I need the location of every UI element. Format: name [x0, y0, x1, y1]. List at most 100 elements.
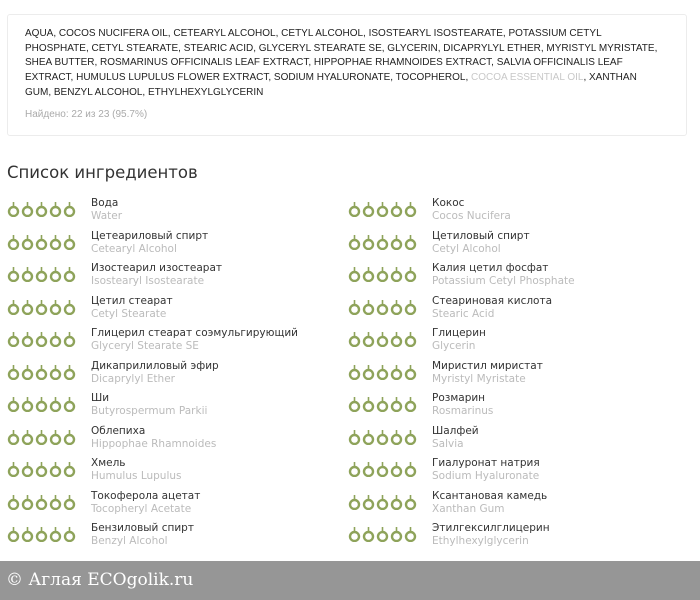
safety-drop-icon — [348, 364, 361, 384]
ingredient-name[interactable]: Глицерил стеарат соэмульгирующий — [91, 327, 299, 339]
safety-drop-icon — [49, 266, 62, 286]
safety-rating — [348, 364, 417, 384]
ingredient-name[interactable]: Цетил стеарат — [91, 294, 173, 307]
ingredient-latin: Benzyl Alcohol — [91, 535, 168, 547]
ingredient-row[interactable]: Гиалуронат натрия Sodium Hyaluronate — [348, 457, 688, 493]
safety-drop-icon — [348, 266, 361, 286]
ingredient-name[interactable]: Вода — [91, 197, 119, 209]
safety-drop-icon — [404, 266, 417, 286]
safety-drop-icon — [362, 396, 375, 416]
ingredient-name[interactable]: Цетеариловый спирт — [91, 229, 209, 242]
ingredient-row[interactable]: Цетиловый спирт Cetyl Alcohol — [348, 230, 688, 266]
safety-drop-icon — [63, 234, 76, 254]
ingredient-row[interactable]: Цетил стеарат Cetyl Stearate — [7, 295, 347, 331]
ingredient-row[interactable]: Кокос Cocos Nucifera — [348, 197, 688, 233]
safety-drop-icon — [63, 331, 76, 351]
ingredient-row[interactable]: Калия цетил фосфат Potassium Cetyl Phosp… — [348, 262, 688, 298]
ingredient-row[interactable]: Вода Water — [7, 197, 347, 233]
ingredient-latin: Glyceryl Stearate SE — [91, 340, 199, 352]
safety-rating — [7, 201, 76, 221]
safety-drop-icon — [348, 331, 361, 351]
composition-box: AQUA, COCOS NUCIFERA OIL, CETEARYL ALCOH… — [7, 14, 687, 136]
ingredient-row[interactable]: Облепиха Hippophae Rhamnoides — [7, 425, 347, 461]
ingredient-row[interactable]: Шалфей Salvia — [348, 425, 688, 461]
section-title: Список ингредиентов — [7, 163, 198, 182]
safety-drop-icon — [362, 526, 375, 546]
inci-missing-part: COCOA ESSENTIAL OIL — [471, 72, 584, 84]
ingredient-latin: Cetyl Alcohol — [432, 242, 501, 255]
ingredient-latin: Hippophae Rhamnoides — [91, 437, 217, 450]
ingredient-name[interactable]: Миристил миристат — [432, 359, 543, 372]
ingredient-name[interactable]: Изостеарил изостеарат — [91, 262, 223, 274]
safety-drop-icon — [49, 494, 62, 514]
ingredient-row[interactable]: Стеариновая кислота Stearic Acid — [348, 295, 688, 331]
safety-drop-icon — [7, 494, 20, 514]
safety-drop-icon — [362, 364, 375, 384]
safety-drop-icon — [35, 526, 48, 546]
ingredient-row[interactable]: Дикаприлиловый эфир Dicaprylyl Ether — [7, 360, 347, 396]
safety-drop-icon — [404, 331, 417, 351]
ingredient-name[interactable]: Кокос — [432, 197, 465, 209]
ingredient-name[interactable]: Этилгексилглицерин — [432, 522, 550, 534]
safety-drop-icon — [63, 396, 76, 416]
ingredient-latin: Glycerin — [432, 340, 476, 352]
ingredient-name[interactable]: Глицерин — [432, 327, 486, 339]
ingredient-name[interactable]: Хмель — [91, 457, 126, 469]
ingredient-name[interactable]: Дикаприлиловый эфир — [91, 359, 219, 372]
ingredient-name[interactable]: Ши — [91, 392, 110, 404]
safety-drop-icon — [390, 526, 403, 546]
ingredient-row[interactable]: Токоферола ацетат Tocopheryl Acetate — [7, 490, 347, 526]
safety-drop-icon — [362, 299, 375, 319]
safety-drop-icon — [376, 494, 389, 514]
ingredient-latin: Cetearyl Alcohol — [91, 242, 177, 255]
ingredient-row[interactable]: Розмарин Rosmarinus — [348, 392, 688, 428]
safety-drop-icon — [35, 266, 48, 286]
safety-drop-icon — [21, 201, 34, 221]
ingredient-name[interactable]: Облепиха — [91, 424, 146, 437]
safety-rating — [7, 526, 76, 546]
ingredient-latin: Humulus Lupulus — [91, 470, 182, 482]
ingredient-latin: Potassium Cetyl Phosphate — [432, 275, 575, 287]
ingredient-row[interactable]: Глицерин Glycerin — [348, 327, 688, 363]
ingredient-name[interactable]: Ксантановая камедь — [432, 489, 548, 502]
ingredient-row[interactable]: Ши Butyrospermum Parkii — [7, 392, 347, 428]
safety-drop-icon — [348, 396, 361, 416]
safety-rating — [7, 331, 76, 351]
safety-drop-icon — [49, 526, 62, 546]
safety-drop-icon — [376, 461, 389, 481]
safety-drop-icon — [362, 494, 375, 514]
safety-rating — [348, 299, 417, 319]
ingredient-name[interactable]: Токоферола ацетат — [91, 489, 201, 502]
ingredient-row[interactable]: Глицерил стеарат соэмульгирующий Glycery… — [7, 327, 347, 363]
safety-drop-icon — [49, 234, 62, 254]
safety-drop-icon — [390, 429, 403, 449]
ingredient-row[interactable]: Изостеарил изостеарат Isostearyl Isostea… — [7, 262, 347, 298]
safety-drop-icon — [63, 461, 76, 481]
safety-drop-icon — [390, 201, 403, 221]
ingredient-name[interactable]: Цетиловый спирт — [432, 229, 530, 242]
ingredient-name[interactable]: Розмарин — [432, 392, 486, 404]
ingredient-row[interactable]: Ксантановая камедь Xanthan Gum — [348, 490, 688, 526]
ingredient-latin: Myristyl Myristate — [432, 372, 526, 385]
safety-drop-icon — [362, 429, 375, 449]
ingredient-name[interactable]: Гиалуронат натрия — [432, 457, 540, 469]
ingredient-row[interactable]: Бензиловый спирт Benzyl Alcohol — [7, 522, 347, 558]
safety-drop-icon — [63, 299, 76, 319]
ingredient-row[interactable]: Этилгексилглицерин Ethylhexylglycerin — [348, 522, 688, 558]
ingredient-name[interactable]: Калия цетил фосфат — [432, 262, 549, 274]
ingredient-latin: Sodium Hyaluronate — [432, 470, 540, 482]
safety-drop-icon — [348, 201, 361, 221]
ingredient-row[interactable]: Миристил миристат Myristyl Myristate — [348, 360, 688, 396]
safety-drop-icon — [390, 461, 403, 481]
safety-rating — [7, 234, 76, 254]
ingredient-row[interactable]: Хмель Humulus Lupulus — [7, 457, 347, 493]
ingredient-name[interactable]: Стеариновая кислота — [432, 294, 553, 307]
safety-rating — [348, 461, 417, 481]
ingredient-latin: Cocos Nucifera — [432, 210, 511, 222]
ingredient-name[interactable]: Шалфей — [432, 424, 479, 437]
ingredient-latin: Dicaprylyl Ether — [91, 372, 175, 385]
ingredient-row[interactable]: Цетеариловый спирт Cetearyl Alcohol — [7, 230, 347, 266]
safety-drop-icon — [362, 461, 375, 481]
safety-drop-icon — [21, 461, 34, 481]
ingredient-name[interactable]: Бензиловый спирт — [91, 522, 194, 534]
